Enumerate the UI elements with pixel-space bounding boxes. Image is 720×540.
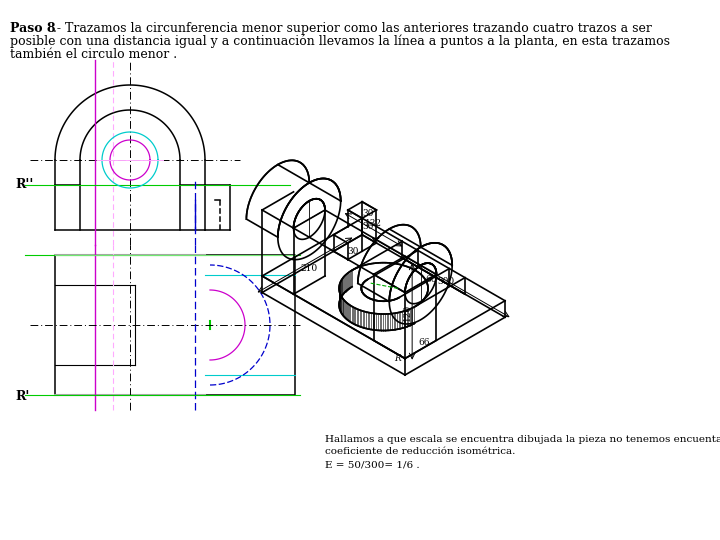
Text: 30: 30 xyxy=(362,222,374,231)
Text: R'': R'' xyxy=(15,178,33,191)
Text: .- Trazamos la circunferencia menor superior como las anteriores trazando cuatro: .- Trazamos la circunferencia menor supe… xyxy=(53,22,652,35)
Text: R: R xyxy=(395,354,401,363)
Text: 66: 66 xyxy=(418,338,430,347)
Text: también el circulo menor .: también el circulo menor . xyxy=(10,48,177,61)
Text: R': R' xyxy=(15,390,30,403)
Text: Paso 8: Paso 8 xyxy=(10,22,55,35)
Text: 210: 210 xyxy=(300,264,317,273)
Text: posible con una distancia igual y a continuación llevamos la línea a puntos a la: posible con una distancia igual y a cont… xyxy=(10,35,670,49)
Text: 30: 30 xyxy=(362,208,374,218)
Text: 30: 30 xyxy=(348,247,359,256)
Text: 66: 66 xyxy=(426,275,437,284)
Text: 300: 300 xyxy=(437,277,454,286)
Text: 120: 120 xyxy=(402,304,412,321)
Text: 132: 132 xyxy=(365,219,382,228)
Text: Hallamos a que escala se encuentra dibujada la pieza no tenemos encuenta el
coef: Hallamos a que escala se encuentra dibuj… xyxy=(325,435,720,469)
